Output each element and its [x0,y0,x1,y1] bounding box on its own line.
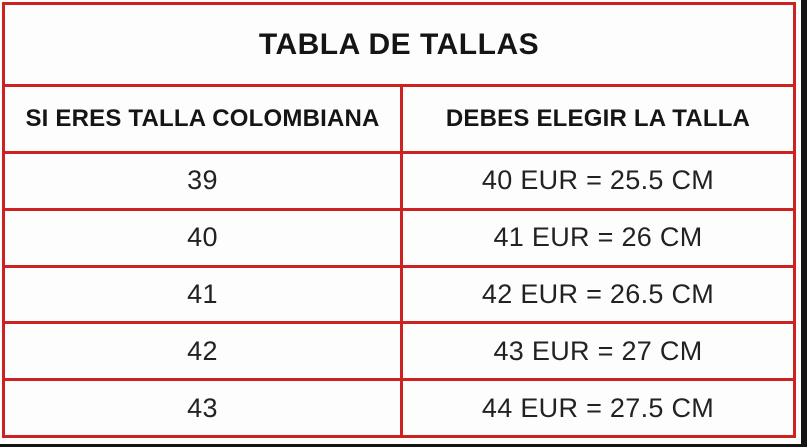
table-row: 41 42 EUR = 26.5 CM [5,264,793,322]
table-row: 42 43 EUR = 27 CM [5,321,793,379]
column-header-choose-size: DEBES ELEGIR LA TALLA [445,105,751,132]
table-row: 40 41 EUR = 26 CM [5,207,793,265]
header-cell-colombian-size: SI ERES TALLA COLOMBIANA [5,87,403,151]
header-cell-choose-size: DEBES ELEGIR LA TALLA [403,87,793,151]
table-header-row: SI ERES TALLA COLOMBIANA DEBES ELEGIR LA… [5,84,793,151]
cell-choose-size: 41 EUR = 26 CM [403,211,793,265]
cell-choose-size: 40 EUR = 25.5 CM [403,154,793,208]
table-title: TABLA DE TALLAS [258,27,540,61]
cell-colombian-size: 39 [5,154,403,208]
choose-size-value: 43 EUR = 27 CM [493,335,703,366]
cell-choose-size: 43 EUR = 27 CM [403,324,793,378]
cell-colombian-size: 43 [5,381,403,435]
scan-edge-bottom [0,444,807,447]
size-chart-table: TABLA DE TALLAS SI ERES TALLA COLOMBIANA… [2,2,796,438]
cell-choose-size: 44 EUR = 27.5 CM [403,381,793,435]
column-header-colombian-size: SI ERES TALLA COLOMBIANA [25,105,380,132]
cell-choose-size: 42 EUR = 26.5 CM [403,268,793,322]
colombian-size-value: 41 [187,278,218,309]
cell-colombian-size: 41 [5,267,403,322]
table-row: 43 44 EUR = 27.5 CM [5,378,793,435]
table-title-row: TABLA DE TALLAS [5,5,793,84]
colombian-size-value: 39 [187,165,218,196]
choose-size-value: 41 EUR = 26 CM [493,222,703,253]
choose-size-value: 42 EUR = 26.5 CM [481,278,715,309]
choose-size-value: 44 EUR = 27.5 CM [481,392,715,423]
cell-colombian-size: 40 [5,210,403,265]
cell-colombian-size: 42 [5,324,403,379]
scan-edge-right [801,0,807,447]
colombian-size-value: 40 [187,222,218,253]
table-row: 39 40 EUR = 25.5 CM [5,151,793,208]
colombian-size-value: 43 [187,392,218,423]
colombian-size-value: 42 [187,335,218,366]
choose-size-value: 40 EUR = 25.5 CM [481,165,715,196]
